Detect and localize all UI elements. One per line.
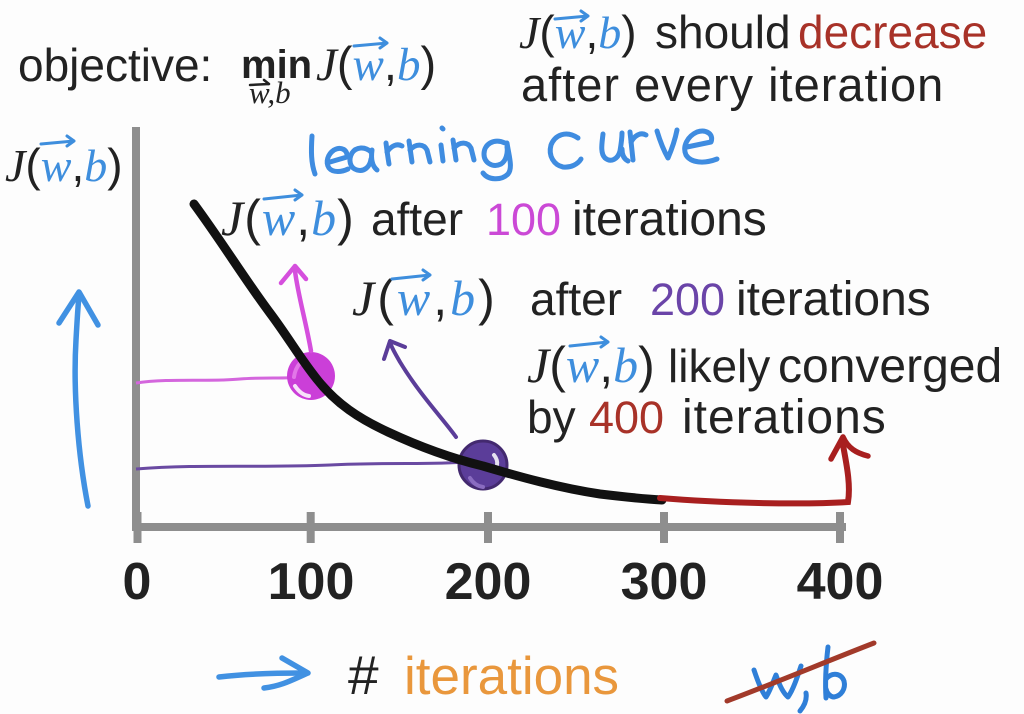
svg-text:J(w,b): J(w,b) <box>527 337 655 393</box>
svg-text:by: by <box>527 391 576 443</box>
svg-text:100: 100 <box>486 194 561 245</box>
svg-text:200: 200 <box>650 274 725 325</box>
svg-text:400: 400 <box>589 392 664 443</box>
svg-text:decrease: decrease <box>798 6 987 58</box>
svg-text:#: # <box>348 644 379 706</box>
svg-text:should: should <box>655 6 791 58</box>
svg-text:0: 0 <box>123 553 152 611</box>
svg-text:J(w,b): J(w,b) <box>5 139 123 191</box>
svg-text:w,b: w,b <box>249 75 291 110</box>
svg-text:min: min <box>241 43 312 87</box>
svg-text:iterations: iterations <box>572 193 767 246</box>
svg-text:iterations: iterations <box>404 647 619 706</box>
svg-text:J(w,b): J(w,b) <box>352 270 498 326</box>
svg-text:iterations: iterations <box>736 273 931 326</box>
svg-text:after every iteration: after every iteration <box>521 58 944 111</box>
svg-text:likely: likely <box>668 340 770 392</box>
svg-text:100: 100 <box>268 553 355 611</box>
svg-text:after: after <box>371 193 463 245</box>
svg-text:J(w,b): J(w,b) <box>221 190 355 246</box>
svg-text:iterations: iterations <box>682 391 887 444</box>
svg-text:after: after <box>530 273 622 325</box>
svg-text:200: 200 <box>445 553 532 611</box>
svg-text:J(w,b): J(w,b) <box>519 6 637 58</box>
svg-text:300: 300 <box>621 553 708 611</box>
svg-text:400: 400 <box>797 553 884 611</box>
svg-text:converged: converged <box>778 340 1002 393</box>
svg-text:objective:: objective: <box>18 39 212 91</box>
